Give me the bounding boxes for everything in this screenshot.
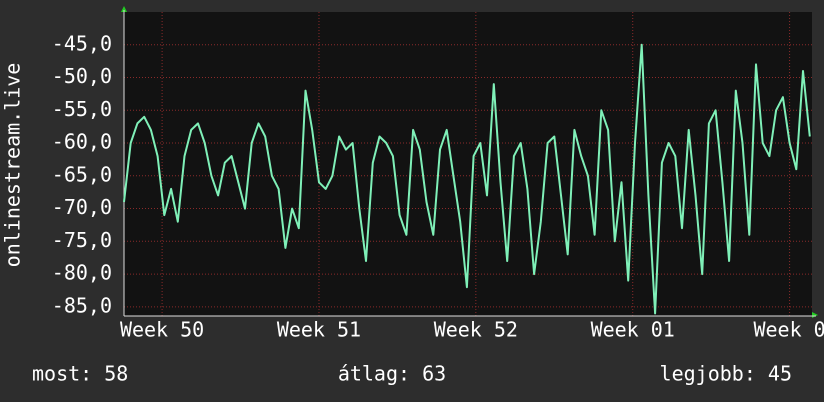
y-tick-label: -55,0: [52, 97, 112, 121]
x-tick-label: Week 51: [277, 318, 361, 342]
stat-average: átlag: 63: [338, 362, 446, 386]
y-tick-label: -45,0: [52, 31, 112, 55]
y-tick-label: -60,0: [52, 130, 112, 154]
x-tick-label: Week 01: [591, 318, 675, 342]
y-tick-label: -85,0: [52, 293, 112, 317]
y-tick-label: -75,0: [52, 228, 112, 252]
y-tick-label: -80,0: [52, 261, 112, 285]
axis-arrow: [121, 6, 127, 12]
x-tick-label: Week 50: [120, 318, 204, 342]
y-axis-label: onlinestream.live: [1, 63, 25, 268]
y-tick-label: -70,0: [52, 195, 112, 219]
x-tick-label: Week 52: [434, 318, 518, 342]
x-tick-label: Week 0: [753, 318, 824, 342]
stat-current: most: 58: [32, 362, 128, 386]
stat-best: legjobb: 45: [660, 362, 792, 386]
y-tick-label: -50,0: [52, 64, 112, 88]
data-line: [123, 43, 811, 315]
y-tick-label: -65,0: [52, 162, 112, 186]
